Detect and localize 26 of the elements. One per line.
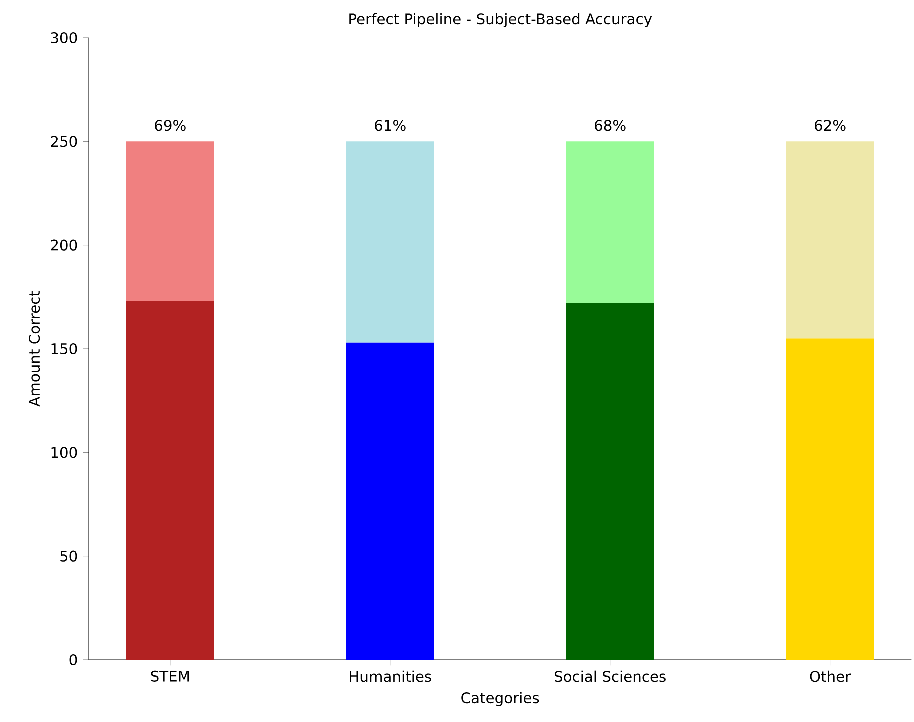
annotation: 68% (595, 120, 626, 132)
annotation: 61% (375, 120, 406, 132)
y-tick-label: 250 (51, 136, 78, 148)
x-tick-label: Other (810, 670, 852, 682)
bar (786, 142, 874, 339)
bar (346, 142, 434, 343)
bar (566, 303, 654, 660)
bar (126, 142, 214, 302)
y-axis-title: Amount Correct (29, 291, 40, 407)
y-tick-label: 150 (52, 343, 78, 355)
y-tick-label: 300 (51, 32, 78, 44)
x-axis-title: Categories (462, 692, 540, 706)
y-tick-label: 100 (52, 447, 78, 458)
bar (786, 338, 874, 660)
x-tick-label: Humanities (350, 670, 432, 682)
chart-title: Perfect Pipeline - Subject-Based Accuracy (350, 13, 652, 28)
bar (126, 301, 214, 660)
annotation: 69% (155, 120, 186, 132)
bar (346, 342, 434, 660)
x-tick-label: Social Sciences (554, 670, 666, 682)
bar (566, 142, 654, 304)
x-tick-label: STEM (151, 670, 190, 682)
y-tick-label: 200 (51, 240, 78, 251)
annotation: 62% (815, 120, 846, 132)
y-tick-label: 0 (70, 654, 78, 666)
y-tick-label: 50 (60, 550, 78, 562)
